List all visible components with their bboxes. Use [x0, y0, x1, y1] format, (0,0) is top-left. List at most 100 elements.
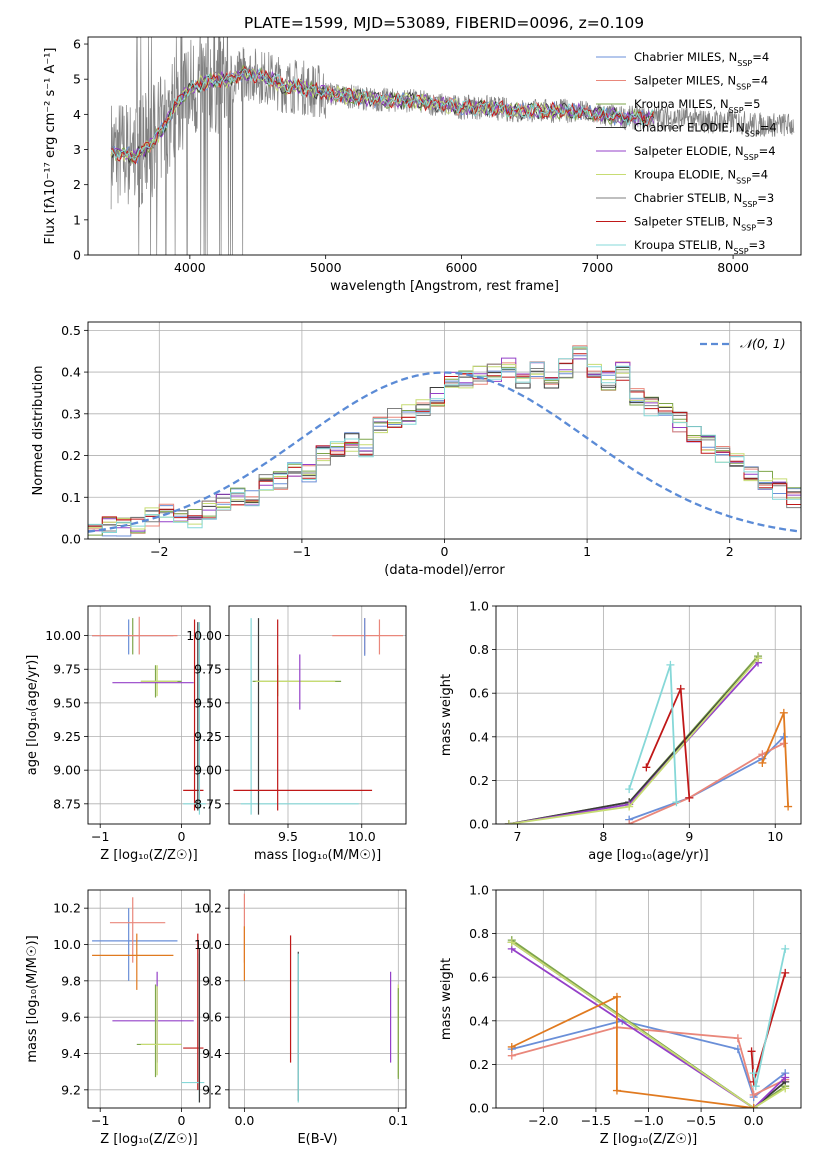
age-vs-z-ytick-label: 9.50 [53, 695, 81, 710]
weight-vs-z-xlabel: Z [log₁₀(Z/Z☉)] [600, 1132, 697, 1147]
weight-vs-age-ytick-label: 1.0 [469, 599, 489, 614]
spectrum-xtick-label: 6000 [446, 260, 478, 275]
legend-label-4: Salpeter ELODIE, NSSP=4 [634, 144, 776, 162]
residuals-xtick-label: 1 [583, 544, 591, 559]
weight-vs-z-xtick-label: −0.5 [686, 1113, 716, 1128]
mass-vs-ebv-xtick-label: 0.0 [234, 1113, 254, 1128]
residuals-xtick-label: −2 [150, 544, 168, 559]
age-vs-mass-ytick-label: 9.25 [194, 729, 222, 744]
weight-marker-7-0 [749, 1069, 758, 1078]
age-vs-z-plot-area [92, 616, 206, 815]
weight-marker-4-2 [781, 1073, 790, 1082]
weight-vs-z-ytick-label: 0.6 [469, 970, 489, 985]
mass-vs-ebv-ytick-label: 9.6 [202, 1010, 222, 1025]
age-vs-z-xlabel: Z [log₁₀(Z/Z☉)] [100, 848, 197, 863]
weight-marker-8-0 [507, 1042, 516, 1051]
weight-line-0 [628, 736, 785, 821]
residuals-ytick-label: 0.2 [61, 448, 81, 463]
age-vs-z-ytick-label: 9.75 [53, 662, 81, 677]
residuals-plot-area [88, 345, 801, 537]
legend-label-7: Salpeter STELIB, NSSP=3 [634, 215, 773, 233]
spectrum-plot-area [110, 37, 795, 255]
mass-vs-ebv-ytick-label: 9.8 [202, 973, 222, 988]
weight-marker-8-2 [612, 1086, 621, 1095]
weight-vs-age-ylabel: mass weight [439, 674, 454, 756]
weight-vs-z-xtick-label: −2.0 [528, 1113, 558, 1128]
age-vs-z-xtick-label: −1 [91, 829, 109, 844]
weight-vs-z-ylabel: mass weight [439, 958, 454, 1040]
spectrum-frame [87, 36, 802, 256]
weight-marker-5-0 [504, 820, 513, 824]
mass-vs-z-chart: −1 0 9.2 9.4 9.6 9.8 10.0 10.2 Z [log₁₀(Z/Z☉)] ma… [25, 889, 211, 1147]
age-vs-mass-ytick-label: 10.00 [186, 628, 222, 643]
residuals-xtick-label: 0 [441, 544, 449, 559]
weight-vs-z-ytick-label: 0.4 [469, 1013, 489, 1028]
weight-vs-age-ytick-label: 0.2 [469, 773, 489, 788]
weight-vs-z-plot-area [507, 936, 790, 1108]
legend-label-5: Kroupa ELODIE, NSSP=4 [634, 168, 768, 186]
age-vs-z-ytick-label: 9.00 [53, 763, 81, 778]
weight-marker-8-1 [779, 708, 788, 717]
weight-marker-5-2 [754, 654, 763, 663]
residuals-ytick-label: 0.4 [61, 365, 81, 380]
weight-vs-z-xtick-label: 0.0 [744, 1113, 764, 1128]
residuals-ytick-label: 0.5 [61, 323, 81, 338]
model-spectrum-line-7 [111, 65, 655, 165]
weight-vs-age-ytick-label: 0.4 [469, 729, 489, 744]
weight-vs-age-xlabel: age [log₁₀(age/yr)] [588, 848, 709, 863]
age-vs-mass-ytick-label: 8.75 [194, 796, 222, 811]
weight-line-5 [511, 941, 786, 1108]
spectrum-xtick-label: 7000 [581, 260, 613, 275]
age-vs-mass-xlabel: mass [log₁₀(M/M☉)] [254, 848, 381, 863]
weight-vs-age-xtick-label: 10 [767, 829, 783, 844]
histogram-step-3 [88, 346, 801, 527]
spectrum-chart: 4000 5000 6000 7000 8000 0 1 2 3 4 5 6 wavelength [A… [43, 36, 802, 294]
mass-vs-ebv-ytick-label: 9.4 [202, 1046, 222, 1061]
spectrum-ytick-label: 3 [73, 142, 81, 157]
weight-marker-7-2 [672, 798, 681, 807]
spectrum-xlabel: wavelength [Angstrom, rest frame] [330, 279, 559, 294]
weight-marker-6-0 [642, 763, 651, 772]
spectrum-xtick-label: 8000 [717, 260, 749, 275]
residuals-ytick-label: 0.0 [61, 532, 81, 547]
mass-vs-ebv-plot-area [243, 893, 399, 1103]
spectrum-ytick-label: 1 [73, 212, 81, 227]
mass-vs-z-ytick-label: 9.2 [61, 1082, 81, 1097]
weight-vs-age-plot-area [504, 652, 793, 824]
mass-vs-ebv-ytick-label: 9.2 [202, 1082, 222, 1097]
weight-marker-1-2 [758, 750, 767, 759]
mass-vs-ebv-xtick-label: 0.1 [388, 1113, 408, 1128]
weight-marker-8-0 [758, 758, 767, 767]
mass-vs-z-plot-area [92, 897, 205, 1103]
mass-vs-ebv-xlabel: E(B-V) [297, 1132, 337, 1147]
legend-label-0: Chabrier MILES, NSSP=4 [634, 50, 769, 68]
age-vs-z-frame [87, 605, 211, 825]
weight-marker-5-0 [507, 938, 516, 947]
age-vs-mass-plot-area [233, 618, 404, 815]
spectrum-ytick-label: 2 [73, 177, 81, 192]
age-vs-z-ytick-label: 9.25 [53, 729, 81, 744]
weight-line-8 [511, 995, 754, 1108]
model-spectrum-line-8 [110, 67, 655, 161]
weight-marker-8-2 [784, 802, 793, 811]
weight-line-7 [628, 664, 678, 803]
weight-marker-6-2 [685, 793, 694, 802]
weight-vs-age-xtick-label: 9 [685, 829, 693, 844]
weight-vs-age-frame [495, 605, 802, 825]
spectrum-ytick-label: 5 [73, 72, 81, 87]
weight-vs-age-xtick-label: 8 [599, 829, 607, 844]
age-vs-mass-ytick-label: 9.00 [194, 763, 222, 778]
age-vs-mass-xtick-label: 9.5 [278, 829, 298, 844]
residuals-frame [87, 321, 802, 540]
residuals-xtick-label: 2 [726, 544, 734, 559]
weight-marker-7-1 [751, 1082, 760, 1091]
histogram-step-5 [88, 347, 801, 530]
weight-marker-1-0 [507, 1051, 516, 1060]
age-vs-mass-ytick-label: 9.75 [194, 662, 222, 677]
weight-marker-1-0 [625, 820, 634, 824]
weight-vs-age-chart: 7 8 9 10 0.0 0.2 0.4 0.6 0.8 1.0 age [log₁₀(age/yr… [439, 599, 802, 863]
residuals-ylabel: Normed distribution [31, 366, 46, 496]
legend-label-6: Chabrier STELIB, NSSP=3 [634, 191, 774, 209]
mass-vs-z-xtick-label: −1 [91, 1113, 109, 1128]
